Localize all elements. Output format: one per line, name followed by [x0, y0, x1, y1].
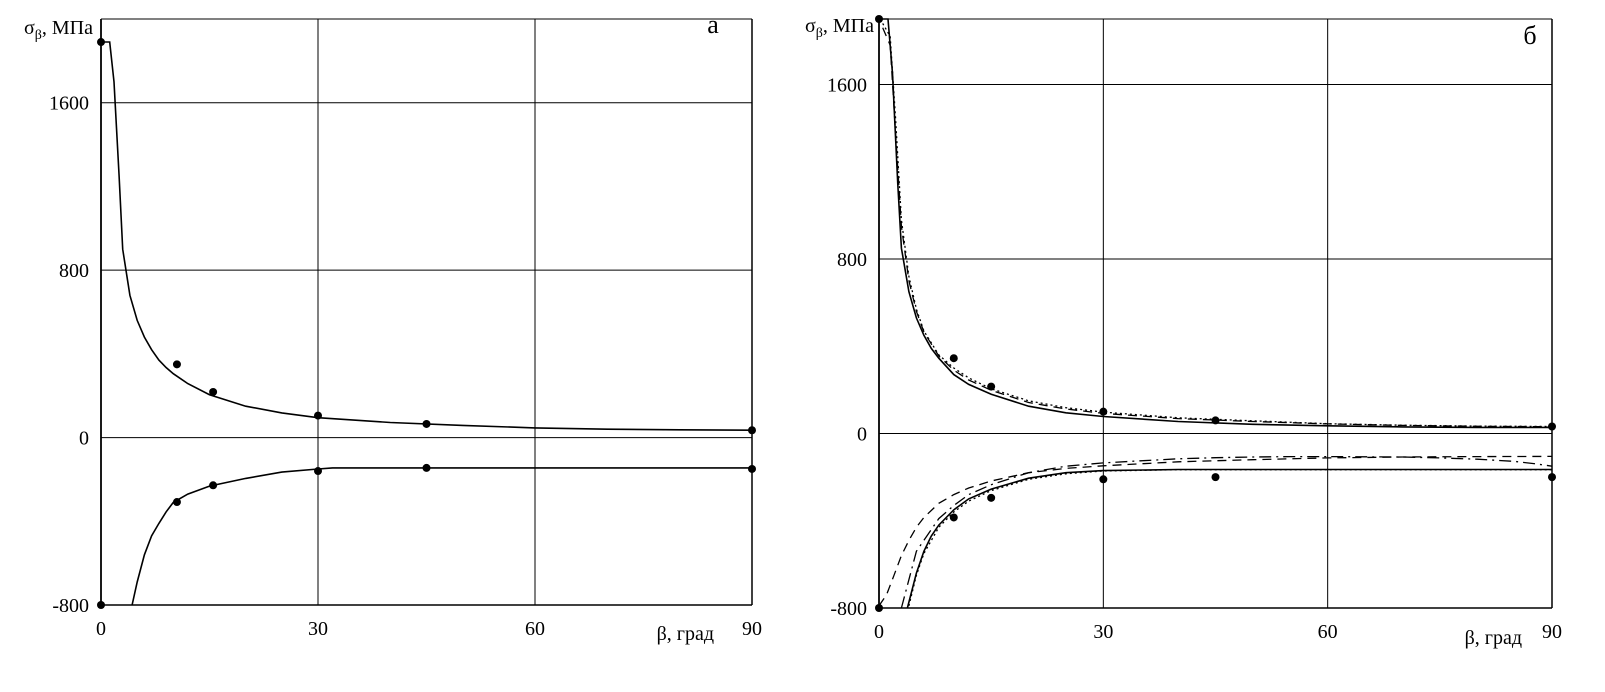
y-axis-label-subscript: β — [35, 28, 42, 43]
data-point — [949, 513, 958, 522]
data-point — [987, 493, 996, 502]
panel-b: -800 0 800 1600 0 30 60 90 σβ, МПа β, град б — [805, 15, 1562, 649]
series-line-solid — [906, 468, 1552, 609]
y-axis-label-symbol: σ — [805, 15, 816, 37]
y-axis-label: σβ, МПа — [805, 15, 874, 41]
y-tick-label: 0 — [79, 428, 89, 450]
data-point — [1548, 473, 1556, 482]
series-line-dashed — [878, 455, 1553, 607]
y-tick-label: 800 — [837, 249, 867, 271]
y-axis-label-subscript: β — [816, 26, 823, 41]
data-point — [422, 419, 431, 428]
data-point — [314, 467, 322, 476]
panel-label: б — [1523, 21, 1536, 50]
x-tick-label: 60 — [525, 618, 545, 640]
x-axis-label: β, град — [657, 623, 714, 645]
data-point — [1099, 407, 1108, 416]
series-line-solid — [881, 18, 1552, 429]
x-tick-label: 0 — [96, 618, 106, 640]
data-point — [987, 382, 996, 391]
data-point — [97, 601, 105, 609]
data-point — [209, 481, 218, 490]
panel-a: -800 0 800 1600 0 30 60 90 σβ, МПа β, град а — [24, 10, 762, 645]
series-line-dotted — [908, 469, 1552, 606]
y-axis-label: σβ, МПа — [24, 17, 93, 43]
data-point — [748, 426, 756, 435]
data-point — [875, 604, 883, 612]
x-axis-label: β, град — [1465, 627, 1522, 649]
y-tick-label: -800 — [52, 595, 89, 617]
x-tick-label: 30 — [1093, 621, 1113, 643]
data-point — [209, 387, 218, 396]
x-tick-label: 90 — [742, 618, 762, 640]
y-tick-label: 1600 — [49, 93, 89, 115]
data-point — [314, 411, 322, 420]
series-line-dashed — [882, 27, 1553, 428]
data-point — [172, 360, 181, 369]
x-tick-label: 30 — [308, 618, 328, 640]
y-tick-label: -800 — [830, 598, 867, 620]
y-tick-label: 0 — [857, 423, 867, 445]
y-tick-label: 800 — [59, 260, 89, 282]
y-axis-label-unit: , МПа — [42, 17, 93, 39]
x-tick-label: 60 — [1318, 621, 1338, 643]
data-point — [1211, 473, 1220, 482]
data-point — [748, 464, 756, 473]
y-axis-label-unit: , МПа — [823, 15, 874, 37]
series-line-solid — [103, 41, 753, 431]
data-point — [97, 38, 105, 47]
data-point — [422, 463, 431, 472]
series-line-solid — [131, 467, 752, 606]
y-axis-label-symbol: σ — [24, 17, 35, 39]
y-tick-label: 1600 — [827, 74, 867, 96]
panel-label: а — [707, 10, 719, 39]
data-point — [1548, 422, 1556, 431]
data-point — [875, 15, 883, 23]
data-point — [1099, 475, 1108, 484]
x-tick-label: 0 — [874, 621, 884, 643]
series-line-dashdot — [900, 455, 1553, 609]
x-tick-label: 90 — [1542, 621, 1562, 643]
series-line-dotted — [882, 23, 1553, 428]
data-point — [172, 498, 181, 507]
data-point — [949, 354, 958, 363]
data-point — [1211, 416, 1220, 425]
